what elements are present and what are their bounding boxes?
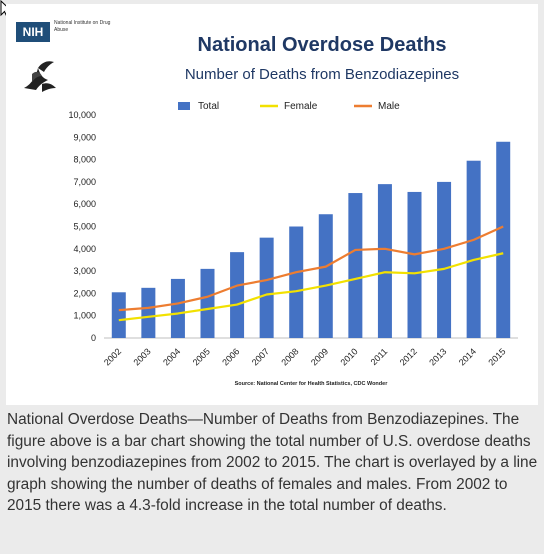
x-tick-label: 2008 (279, 346, 300, 367)
bar-total (437, 181, 452, 338)
bar-total (259, 237, 274, 338)
bar-total (407, 191, 422, 338)
bar-total (348, 193, 363, 338)
bar-total (466, 160, 481, 338)
legend-label-male: Male (378, 101, 400, 112)
bar-total (318, 214, 333, 338)
nih-logo: NIH National Institute on Drug Abuse (16, 16, 112, 46)
x-tick-label: 2007 (250, 346, 271, 367)
x-tick-label: 2003 (132, 346, 153, 367)
x-tick-label: 2013 (427, 346, 448, 367)
x-tick-label: 2015 (486, 346, 507, 367)
x-tick-label: 2006 (220, 346, 241, 367)
x-tick-label: 2012 (398, 346, 419, 367)
y-tick-label: 5,000 (73, 222, 96, 232)
x-tick-label: 2004 (161, 346, 182, 367)
x-tick-label: 2005 (191, 346, 212, 367)
y-tick-label: 0 (91, 333, 96, 343)
bar-total (200, 268, 215, 338)
bar-total (111, 292, 126, 338)
y-tick-label: 4,000 (73, 244, 96, 254)
y-tick-label: 6,000 (73, 199, 96, 209)
y-tick-label: 10,000 (68, 110, 96, 120)
x-tick-label: 2014 (457, 346, 478, 367)
x-tick-label: 2002 (102, 346, 123, 367)
nih-abbr: NIH (16, 22, 50, 42)
x-tick-label: 2011 (369, 346, 390, 367)
chart-title: National Overdose Deaths (197, 34, 447, 56)
line-female (118, 252, 504, 322)
y-tick-label: 3,000 (73, 266, 96, 276)
y-tick-label: 8,000 (73, 155, 96, 165)
bar-total (230, 252, 245, 338)
bar-total (141, 287, 156, 338)
chart-plot: 0 1,000 2,000 3,000 4,000 5,000 6,000 7,000 8,00… (68, 101, 518, 387)
line-male (118, 225, 504, 312)
chart-subtitle: Number of Deaths from Benzodiazepines (184, 66, 460, 83)
chart-figure: NIH National Institute on Drug Abuse Nat… (6, 4, 538, 405)
bar-total (377, 184, 392, 338)
chart-source-note: Source: National Center for Health Stati… (235, 381, 389, 387)
bar-total (170, 278, 185, 338)
y-tick-label: 9,000 (73, 132, 96, 142)
x-tick-label: 2009 (309, 346, 330, 367)
hhs-eagle-logo (24, 61, 56, 92)
nih-agency-name: National Institute on Drug Abuse (54, 20, 111, 33)
figure-caption: National Overdose Deaths—Number of Death… (7, 411, 538, 514)
y-tick-label: 1,000 (73, 311, 96, 321)
x-tick-label: 2010 (339, 346, 360, 367)
y-tick-label: 7,000 (73, 177, 96, 187)
bar-total (289, 226, 304, 338)
bar-total (496, 141, 511, 338)
legend-swatch-total (178, 102, 190, 110)
y-tick-label: 2,000 (73, 288, 96, 298)
legend-label-female: Female (284, 101, 318, 112)
legend-label-total: Total (198, 101, 219, 112)
